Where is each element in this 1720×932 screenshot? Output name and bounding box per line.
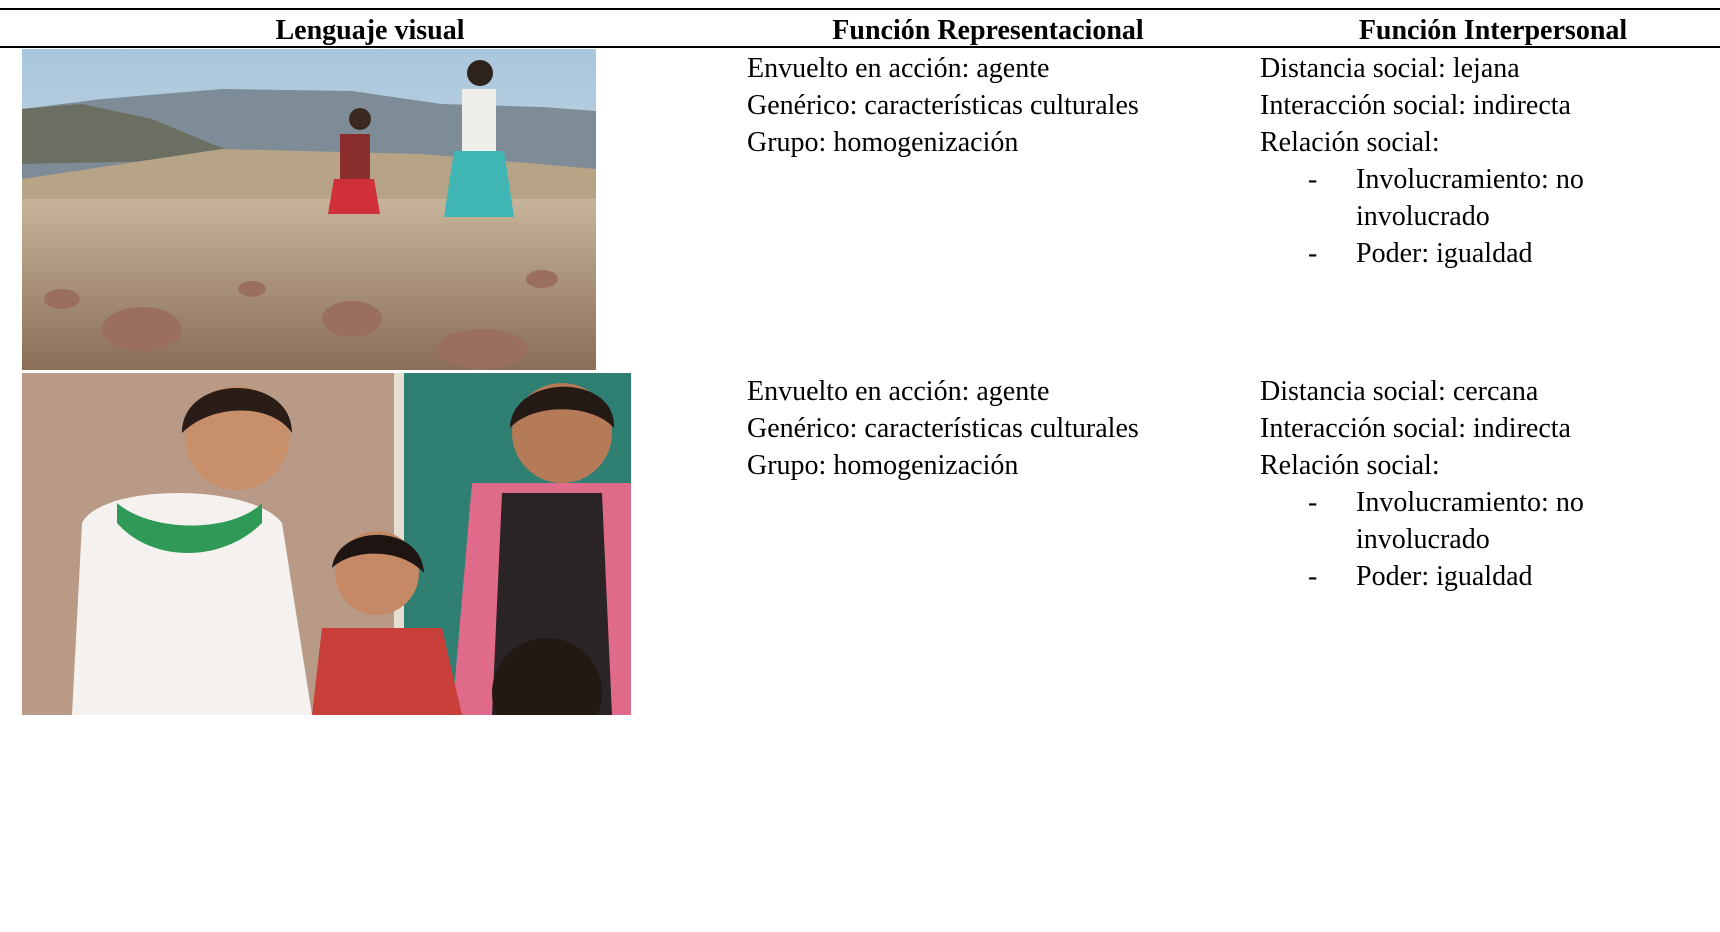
bullet-text: involucrado bbox=[1356, 524, 1490, 555]
representational-item: Grupo: homogenización bbox=[747, 127, 1019, 158]
representational-item: Envuelto en acción: agente bbox=[747, 53, 1050, 84]
column-header: Función Representacional bbox=[832, 15, 1144, 46]
interpersonal-item: Interacción social: indirecta bbox=[1260, 90, 1571, 121]
bullet-text: involucrado bbox=[1356, 201, 1490, 232]
header-rule bbox=[0, 46, 1720, 48]
bullet-marker: - bbox=[1308, 487, 1318, 518]
bullet-text: Poder: igualdad bbox=[1356, 561, 1533, 592]
top-rule bbox=[0, 8, 1720, 10]
interpersonal-item: Relación social: bbox=[1260, 450, 1440, 481]
interpersonal-item: Distancia social: cercana bbox=[1260, 376, 1539, 407]
bullet-marker: - bbox=[1308, 561, 1318, 592]
column-header: Lenguaje visual bbox=[275, 15, 465, 46]
interpersonal-item: Relación social: bbox=[1260, 127, 1440, 158]
representational-item: Genérico: características culturales bbox=[747, 413, 1139, 444]
representational-item: Genérico: características culturales bbox=[747, 90, 1139, 121]
representational-item: Grupo: homogenización bbox=[747, 450, 1019, 481]
interpersonal-item: Distancia social: lejana bbox=[1260, 53, 1520, 84]
bullet-text: Involucramiento: no bbox=[1356, 487, 1584, 518]
representational-item: Envuelto en acción: agente bbox=[747, 376, 1050, 407]
bullet-marker: - bbox=[1308, 238, 1318, 269]
interpersonal-item: Interacción social: indirecta bbox=[1260, 413, 1571, 444]
bullet-marker: - bbox=[1308, 164, 1318, 195]
classroom-photo bbox=[22, 373, 631, 715]
bullet-text: Involucramiento: no bbox=[1356, 164, 1584, 195]
landscape-photo bbox=[22, 49, 596, 370]
column-header: Función Interpersonal bbox=[1358, 15, 1628, 46]
bullet-text: Poder: igualdad bbox=[1356, 238, 1533, 269]
